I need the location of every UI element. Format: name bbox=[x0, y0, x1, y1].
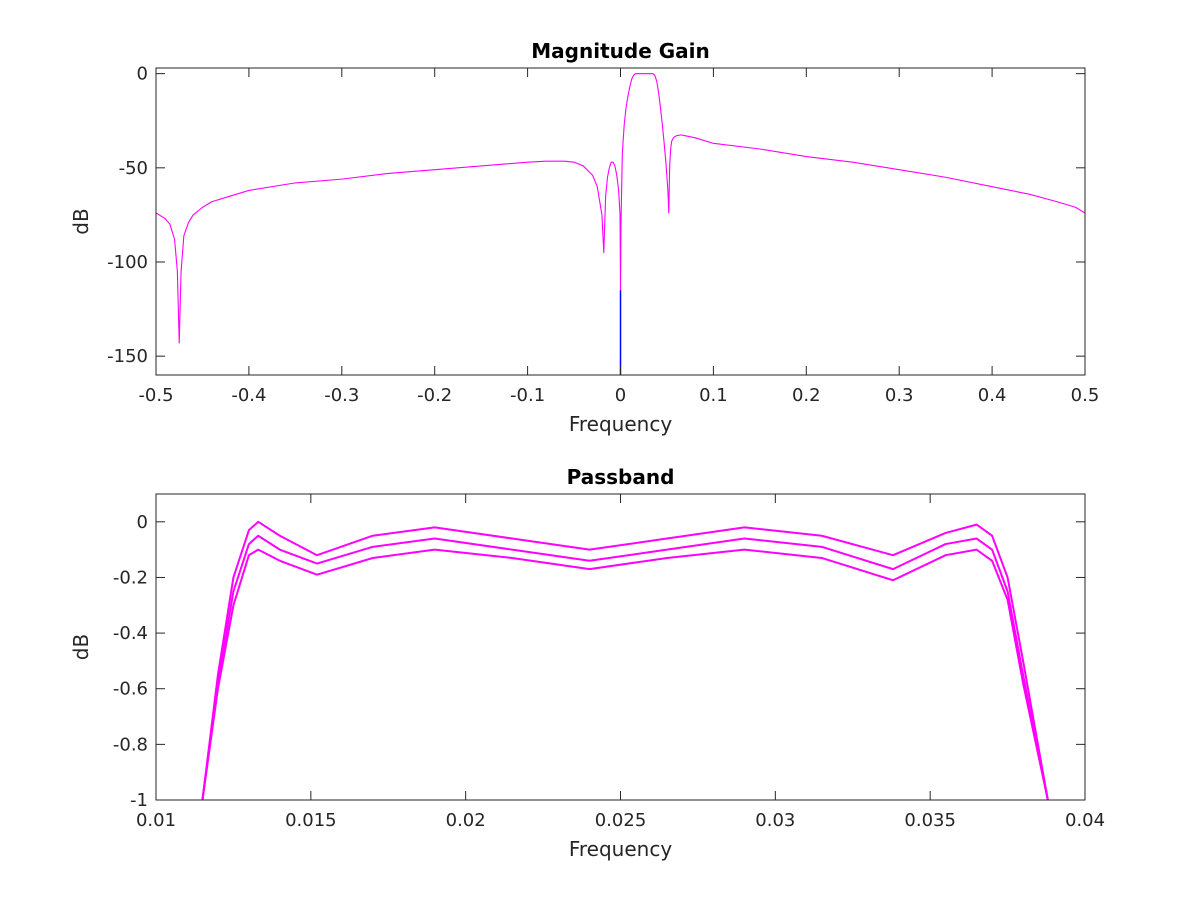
passband-xtick-label: 0.01 bbox=[136, 810, 176, 831]
passband-ytick-label: -1 bbox=[130, 790, 148, 811]
passband-ylabel: dB bbox=[69, 634, 93, 660]
magnitude-xtick-label: -0.2 bbox=[417, 385, 452, 406]
magnitude-xlabel: Frequency bbox=[569, 412, 672, 436]
passband-xtick-label: 0.035 bbox=[904, 810, 956, 831]
magnitude-xtick-label: 0 bbox=[615, 385, 626, 406]
magnitude-series-0 bbox=[156, 73, 1085, 344]
passband-ytick-label: -0.6 bbox=[113, 679, 148, 700]
magnitude-xtick-label: 0.2 bbox=[792, 385, 821, 406]
magnitude-xtick-label: 0.4 bbox=[978, 385, 1007, 406]
passband-ytick-label: -0.8 bbox=[113, 734, 148, 755]
magnitude-xtick-label: 0.1 bbox=[699, 385, 728, 406]
magnitude-xtick-label: -0.1 bbox=[510, 385, 545, 406]
magnitude-xtick-label: -0.3 bbox=[324, 385, 359, 406]
passband-plot-area bbox=[201, 520, 1049, 800]
magnitude-xtick-label: 0.3 bbox=[885, 385, 914, 406]
passband-series-2 bbox=[201, 548, 1049, 800]
magnitude-xtick-label: -0.4 bbox=[231, 385, 266, 406]
magnitude-ytick-label: -100 bbox=[107, 252, 148, 273]
magnitude-ytick-label: -150 bbox=[107, 346, 148, 367]
passband-xlabel: Frequency bbox=[569, 837, 672, 861]
passband-axes-box bbox=[155, 493, 1086, 801]
magnitude-title: Magnitude Gain bbox=[531, 39, 709, 63]
passband-xtick-label: 0.015 bbox=[285, 810, 337, 831]
magnitude-xtick-label: 0.5 bbox=[1071, 385, 1100, 406]
passband-ytick-label: -0.4 bbox=[113, 623, 148, 644]
magnitude-ytick-label: 0 bbox=[137, 64, 148, 85]
passband-xtick-label: 0.04 bbox=[1065, 810, 1105, 831]
passband-ytick-label: 0 bbox=[137, 512, 148, 533]
magnitude-ylabel: dB bbox=[69, 208, 93, 234]
passband-xtick-label: 0.03 bbox=[755, 810, 795, 831]
passband-chart: 0.01 0.015 0.02 0.025 0.03 0.035 0.04 0 -0.2 -0.4… bbox=[69, 465, 1105, 861]
magnitude-plot-area bbox=[156, 73, 1085, 375]
magnitude-ytick-label: -50 bbox=[119, 158, 148, 179]
passband-ytick-label: -0.2 bbox=[113, 567, 148, 588]
magnitude-xtick-label: -0.5 bbox=[138, 385, 173, 406]
passband-title: Passband bbox=[567, 465, 675, 489]
passband-series-0 bbox=[201, 520, 1049, 800]
passband-series-1 bbox=[201, 534, 1049, 800]
magnitude-chart: -0.5 -0.4 -0.3 -0.2 -0.1 0 0.1 0.2 0.3 0.4 0.5 0 -50… bbox=[69, 39, 1099, 436]
passband-xtick-label: 0.02 bbox=[446, 810, 486, 831]
passband-xtick-label: 0.025 bbox=[595, 810, 647, 831]
